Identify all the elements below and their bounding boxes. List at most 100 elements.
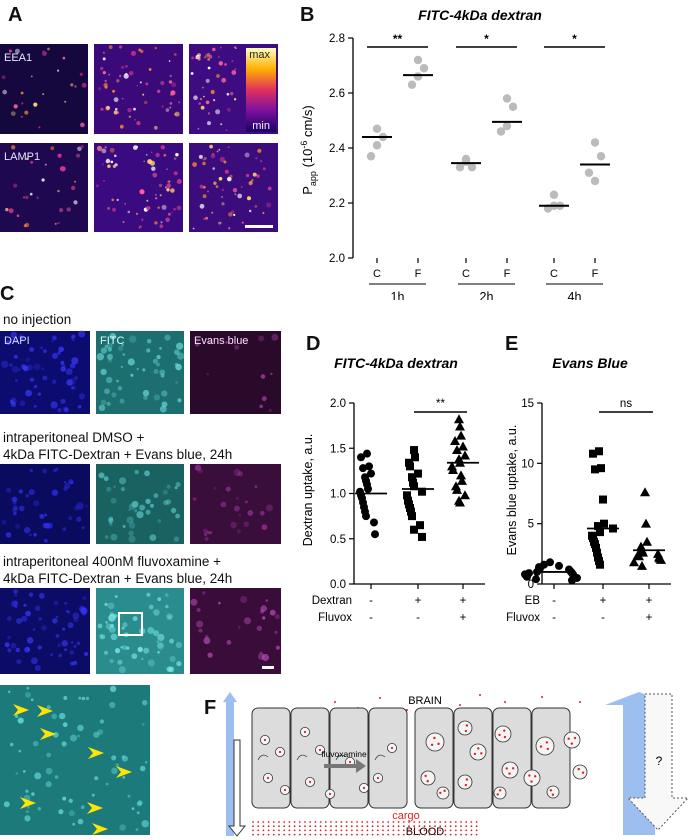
vesicle-cargo bbox=[530, 780, 533, 783]
blood-cargo-dot bbox=[262, 821, 265, 823]
significance-label: ns bbox=[620, 398, 632, 410]
texture-dot bbox=[7, 635, 11, 640]
vesicle-cargo bbox=[498, 789, 502, 792]
vesicle-cargo bbox=[477, 747, 480, 750]
speckle bbox=[104, 79, 107, 83]
blood-cargo-dot bbox=[283, 821, 286, 823]
vesicle-cargo bbox=[570, 742, 574, 745]
speckle bbox=[198, 154, 203, 159]
cell-contour bbox=[374, 754, 386, 761]
speckle bbox=[140, 49, 144, 54]
channel-label-evans: Evans blue bbox=[194, 335, 248, 347]
vesicle-cargo bbox=[464, 729, 468, 733]
blood-cargo-dot bbox=[397, 829, 400, 832]
texture-dot bbox=[73, 617, 79, 623]
speckle bbox=[165, 108, 170, 112]
blood-cargo-dot bbox=[345, 825, 348, 828]
speckle bbox=[267, 186, 272, 191]
texture-dot bbox=[126, 646, 130, 650]
data-point bbox=[411, 453, 419, 462]
speckle bbox=[101, 148, 107, 154]
y-tick-label: 2.8 bbox=[329, 33, 345, 45]
texture-dot bbox=[208, 531, 213, 535]
blood-cargo-dot bbox=[330, 821, 332, 823]
texture-dot bbox=[77, 818, 84, 825]
vesicle-cargo bbox=[328, 792, 332, 796]
texture-dot bbox=[60, 360, 65, 365]
speckle bbox=[13, 183, 18, 188]
texture-dot bbox=[54, 775, 59, 779]
speckle bbox=[20, 115, 23, 118]
speckle bbox=[167, 180, 171, 184]
speckle bbox=[136, 84, 139, 87]
speckle bbox=[108, 73, 111, 76]
speckle bbox=[81, 82, 87, 88]
texture-dot bbox=[13, 511, 17, 516]
texture-dot bbox=[113, 485, 116, 488]
speckle bbox=[71, 185, 76, 191]
speckle bbox=[207, 190, 209, 193]
texture-dot bbox=[18, 749, 22, 753]
vesicle-cargo bbox=[480, 752, 483, 755]
speckle bbox=[219, 222, 222, 224]
vesicle-cargo bbox=[465, 724, 469, 727]
panel-label-c: C bbox=[0, 283, 15, 305]
blood-cargo-dot bbox=[449, 825, 452, 828]
row-value: + bbox=[415, 595, 422, 607]
vesicle-cargo bbox=[464, 783, 468, 787]
y-tick-label: 2.0 bbox=[329, 253, 345, 265]
speckle bbox=[121, 97, 124, 100]
texture-dot bbox=[170, 507, 177, 514]
texture-dot bbox=[109, 333, 117, 340]
speckle bbox=[21, 102, 24, 105]
blood-cargo-dot bbox=[330, 825, 332, 828]
blood-cargo-dot bbox=[262, 833, 265, 836]
data-point bbox=[546, 558, 554, 567]
data-point bbox=[456, 430, 466, 440]
texture-dot bbox=[119, 477, 127, 485]
vesicle-cargo bbox=[318, 748, 322, 752]
speckle bbox=[170, 93, 173, 96]
data-point bbox=[594, 522, 602, 531]
row-label: Fluvox bbox=[506, 612, 540, 624]
vesicle-cargo bbox=[283, 788, 287, 792]
texture-dot bbox=[27, 364, 33, 371]
row-value: - bbox=[552, 612, 556, 624]
enlarged-vesicle bbox=[494, 725, 512, 743]
speckle bbox=[8, 49, 12, 53]
speckle bbox=[213, 99, 216, 102]
texture-dot bbox=[192, 497, 197, 501]
texture-dot bbox=[106, 401, 111, 406]
blood-cargo-dot bbox=[439, 825, 442, 828]
texture-dot bbox=[38, 592, 45, 599]
speckle bbox=[122, 220, 125, 224]
texture-dot bbox=[72, 612, 80, 620]
texture-dot bbox=[147, 627, 155, 634]
blood-cargo-dot bbox=[304, 821, 306, 823]
texture-dot bbox=[266, 504, 273, 512]
speckle bbox=[107, 164, 111, 168]
speckle bbox=[42, 50, 45, 53]
blood-cargo-dot bbox=[293, 825, 296, 828]
row-value: + bbox=[646, 612, 653, 624]
texture-dot bbox=[59, 712, 66, 720]
speckle bbox=[30, 160, 34, 164]
speckle bbox=[160, 145, 165, 150]
data-point bbox=[414, 469, 422, 478]
texture-dot bbox=[117, 659, 123, 665]
blood-cargo-dot bbox=[434, 833, 436, 836]
texture-dot bbox=[63, 486, 68, 491]
speckle bbox=[95, 184, 99, 188]
texture-dot bbox=[65, 368, 73, 375]
significance-label: * bbox=[572, 32, 577, 46]
group-label: 4h bbox=[568, 290, 582, 300]
speckle bbox=[22, 196, 26, 199]
speckle bbox=[33, 102, 38, 107]
texture-dot bbox=[61, 741, 67, 747]
vesicle-cargo bbox=[528, 774, 531, 777]
texture-dot bbox=[16, 659, 22, 665]
speckle bbox=[202, 158, 205, 161]
speckle bbox=[124, 203, 126, 205]
texture-dot bbox=[58, 809, 64, 815]
speckle bbox=[30, 75, 33, 78]
